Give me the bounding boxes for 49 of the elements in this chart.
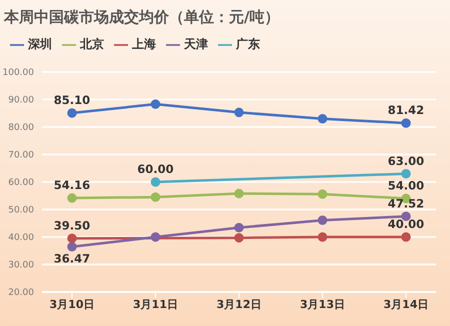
point bbox=[318, 189, 328, 199]
point bbox=[234, 233, 244, 243]
point bbox=[67, 234, 77, 244]
y-tick-label: 20.00 bbox=[8, 288, 34, 298]
legend-label: 广东 bbox=[236, 37, 260, 51]
point bbox=[401, 118, 411, 128]
point bbox=[150, 99, 160, 109]
y-tick-label: 100.00 bbox=[2, 68, 34, 78]
y-tick-label: 30.00 bbox=[8, 260, 34, 271]
point bbox=[234, 108, 244, 118]
data-label: 54.00 bbox=[388, 178, 424, 192]
data-label: 85.10 bbox=[54, 92, 90, 107]
y-tick-label: 90.00 bbox=[8, 96, 34, 106]
legend-label: 深圳 bbox=[28, 37, 52, 51]
chart-title: 本周中国碳市场成交均价（单位：元/吨） bbox=[4, 8, 280, 27]
y-tick-label: 50.00 bbox=[8, 206, 34, 216]
point bbox=[234, 222, 244, 232]
legend-label: 上海 bbox=[132, 37, 156, 51]
point bbox=[150, 232, 160, 242]
point bbox=[150, 177, 160, 187]
point bbox=[67, 242, 77, 252]
point bbox=[234, 188, 244, 198]
point bbox=[401, 232, 411, 242]
point bbox=[67, 108, 77, 118]
x-tick-label: 3月13日 bbox=[300, 298, 345, 311]
y-tick-label: 40.00 bbox=[8, 233, 34, 244]
legend-label: 北京 bbox=[80, 37, 104, 51]
point bbox=[318, 215, 328, 225]
data-label: 60.00 bbox=[137, 162, 174, 176]
x-tick-label: 3月10日 bbox=[50, 298, 94, 311]
point bbox=[401, 169, 411, 178]
point bbox=[318, 114, 328, 124]
point bbox=[67, 193, 77, 203]
y-tick-label: 60.00 bbox=[8, 178, 34, 188]
y-tick-label: 80.00 bbox=[8, 123, 34, 134]
data-label: 47.52 bbox=[388, 196, 424, 210]
data-label: 40.00 bbox=[388, 217, 424, 231]
point bbox=[150, 192, 160, 202]
data-label: 39.50 bbox=[54, 218, 90, 232]
data-label: 36.47 bbox=[54, 252, 90, 266]
x-tick-label: 3月14日 bbox=[384, 298, 428, 311]
point bbox=[318, 232, 328, 242]
data-label: 81.42 bbox=[388, 103, 424, 118]
data-label: 54.16 bbox=[54, 178, 90, 192]
data-label: 63.00 bbox=[388, 154, 424, 168]
x-tick-label: 3月11日 bbox=[133, 298, 178, 311]
y-tick-label: 70.00 bbox=[8, 150, 34, 161]
x-tick-label: 3月12日 bbox=[216, 298, 262, 311]
legend-label: 天津 bbox=[184, 37, 208, 51]
